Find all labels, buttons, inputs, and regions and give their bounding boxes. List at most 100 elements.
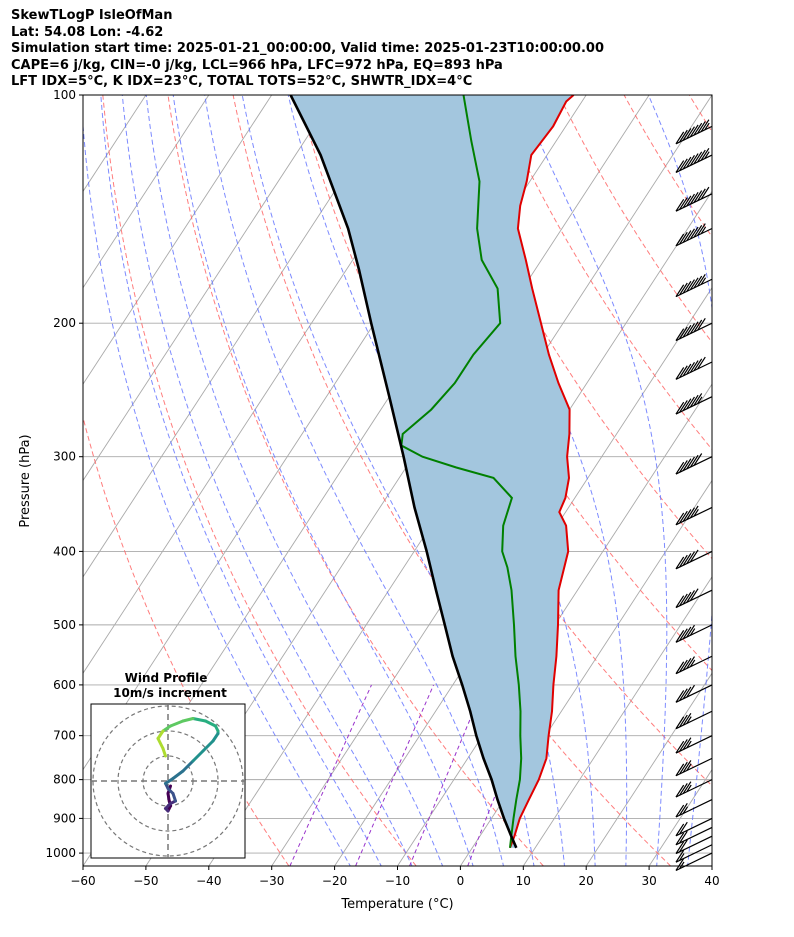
y-tick-label: 1000 bbox=[45, 846, 76, 860]
wind-barb bbox=[675, 549, 713, 570]
wind-barb bbox=[675, 223, 713, 247]
wind-barb bbox=[675, 356, 713, 380]
hodograph-plot bbox=[91, 704, 245, 858]
dry-adiabat-line bbox=[102, 95, 417, 866]
profile-lines bbox=[289, 95, 575, 849]
mixing-ratio-line bbox=[409, 684, 485, 866]
wind-barbs bbox=[675, 119, 713, 872]
x-axis-label: Temperature (°C) bbox=[340, 897, 453, 912]
moist-adiabat-line bbox=[204, 95, 505, 866]
hodograph-segment bbox=[156, 729, 165, 740]
moist-adiabat-line bbox=[121, 95, 413, 866]
hodograph-segment bbox=[171, 769, 185, 780]
x-tick-label: −50 bbox=[133, 874, 158, 888]
y-tick-label: 600 bbox=[53, 678, 76, 692]
wind-barb bbox=[675, 826, 713, 846]
wind-barb bbox=[675, 779, 713, 798]
wind-barb bbox=[675, 624, 713, 643]
hodograph-ring bbox=[117, 730, 219, 832]
wind-barb bbox=[675, 505, 713, 526]
dry-adiabat-line bbox=[558, 95, 712, 344]
chart-header: SkewTLogP IsleOfMan Lat: 54.08 Lon: -4.6… bbox=[11, 8, 604, 91]
hodograph-subtitle: 10m/s increment bbox=[113, 686, 227, 700]
cape-cin-shading bbox=[290, 95, 574, 848]
wind-barb bbox=[675, 817, 713, 837]
isotherm-line bbox=[775, 95, 794, 866]
hodograph-segment bbox=[191, 717, 207, 723]
location-text: Lat: 54.08 Lon: -4.62 bbox=[11, 24, 164, 40]
parcel-line bbox=[289, 95, 518, 849]
wind-barb bbox=[675, 735, 713, 754]
x-tick-label: 40 bbox=[704, 874, 719, 888]
hodograph-segment bbox=[201, 739, 215, 753]
moist-adiabat-line bbox=[145, 95, 444, 866]
y-tick-label: 100 bbox=[53, 88, 76, 102]
wind-barb bbox=[675, 799, 713, 818]
axes: −60 −50 −40 −30 −20 −10 0 10 20 30 40 100 200 300 400 5… bbox=[45, 88, 719, 888]
hodograph-segment bbox=[169, 719, 185, 728]
hodograph-segment bbox=[211, 732, 220, 743]
hodograph-title: Wind Profile bbox=[125, 671, 208, 685]
isotherm-line bbox=[522, 576, 712, 866]
dry-adiabat-line bbox=[297, 95, 712, 787]
y-tick-label: 400 bbox=[53, 544, 76, 558]
wind-barb bbox=[675, 186, 713, 212]
y-tick-label: 200 bbox=[53, 316, 76, 330]
hodograph-segment bbox=[181, 717, 195, 723]
moist-adiabat-line bbox=[83, 119, 351, 866]
dewpoint-line bbox=[400, 95, 523, 848]
y-tick-label: 300 bbox=[53, 450, 76, 464]
wind-barb bbox=[675, 317, 713, 342]
hodograph-segment bbox=[156, 737, 165, 750]
isotherm-line bbox=[83, 95, 210, 289]
moist-adiabat-line bbox=[719, 95, 792, 868]
wind-barb bbox=[675, 655, 713, 675]
indices-text-1: CAPE=6 j/kg, CIN=-0 j/kg, LCL=966 hPa, L… bbox=[11, 57, 503, 73]
wind-barb bbox=[675, 852, 713, 872]
x-tick-label: 10 bbox=[516, 874, 531, 888]
x-tick-label: 20 bbox=[579, 874, 594, 888]
indices-text-2: LFT IDX=5°C, K IDX=23°C, TOTAL TOTS=52°C… bbox=[11, 74, 473, 89]
isotherm-line bbox=[83, 95, 335, 482]
isotherm-line bbox=[334, 286, 712, 866]
mixing-ratio-line bbox=[289, 684, 372, 866]
isotherm-line bbox=[83, 95, 84, 96]
wind-barb bbox=[675, 835, 713, 855]
hodograph-segment bbox=[161, 724, 172, 733]
dry-adiabat-line bbox=[167, 95, 544, 866]
hodograph-segment bbox=[204, 719, 217, 728]
chart-title: SkewTLogP IsleOfMan bbox=[11, 8, 173, 23]
wind-barb bbox=[675, 684, 713, 703]
wind-barb bbox=[675, 393, 713, 415]
x-tick-label: 30 bbox=[641, 874, 656, 888]
dry-adiabat-line bbox=[688, 95, 712, 133]
wind-barb bbox=[675, 453, 713, 475]
isotherm-line bbox=[711, 865, 712, 866]
moist-adiabat-line bbox=[100, 95, 382, 866]
hodograph-inset bbox=[90, 703, 246, 859]
x-tick-label: −30 bbox=[259, 874, 284, 888]
wind-barb bbox=[675, 119, 713, 145]
time-text: Simulation start time: 2025-01-21_00:00:… bbox=[11, 41, 604, 56]
hodograph-segment bbox=[164, 777, 175, 785]
mixing-ratio-line bbox=[355, 684, 435, 866]
x-tick-label: 0 bbox=[457, 874, 465, 888]
y-tick-label: 900 bbox=[53, 811, 76, 825]
temperature-line bbox=[509, 95, 575, 849]
x-tick-label: −10 bbox=[385, 874, 410, 888]
hodograph-segment bbox=[191, 749, 205, 763]
wind-barb bbox=[675, 588, 713, 609]
isotherm-line bbox=[83, 95, 273, 385]
isotherm-line bbox=[83, 95, 398, 578]
hodograph-segment bbox=[181, 759, 195, 773]
y-axis-label: Pressure (hPa) bbox=[18, 434, 33, 527]
dry-adiabat-line bbox=[232, 95, 671, 866]
wind-barb bbox=[675, 757, 713, 777]
isotherm-line bbox=[648, 768, 712, 866]
wind-barb bbox=[675, 844, 713, 863]
moist-adiabat-line bbox=[172, 95, 474, 866]
dry-adiabat-line bbox=[623, 95, 712, 238]
y-tick-label: 800 bbox=[53, 773, 76, 787]
y-tick-label: 700 bbox=[53, 729, 76, 743]
